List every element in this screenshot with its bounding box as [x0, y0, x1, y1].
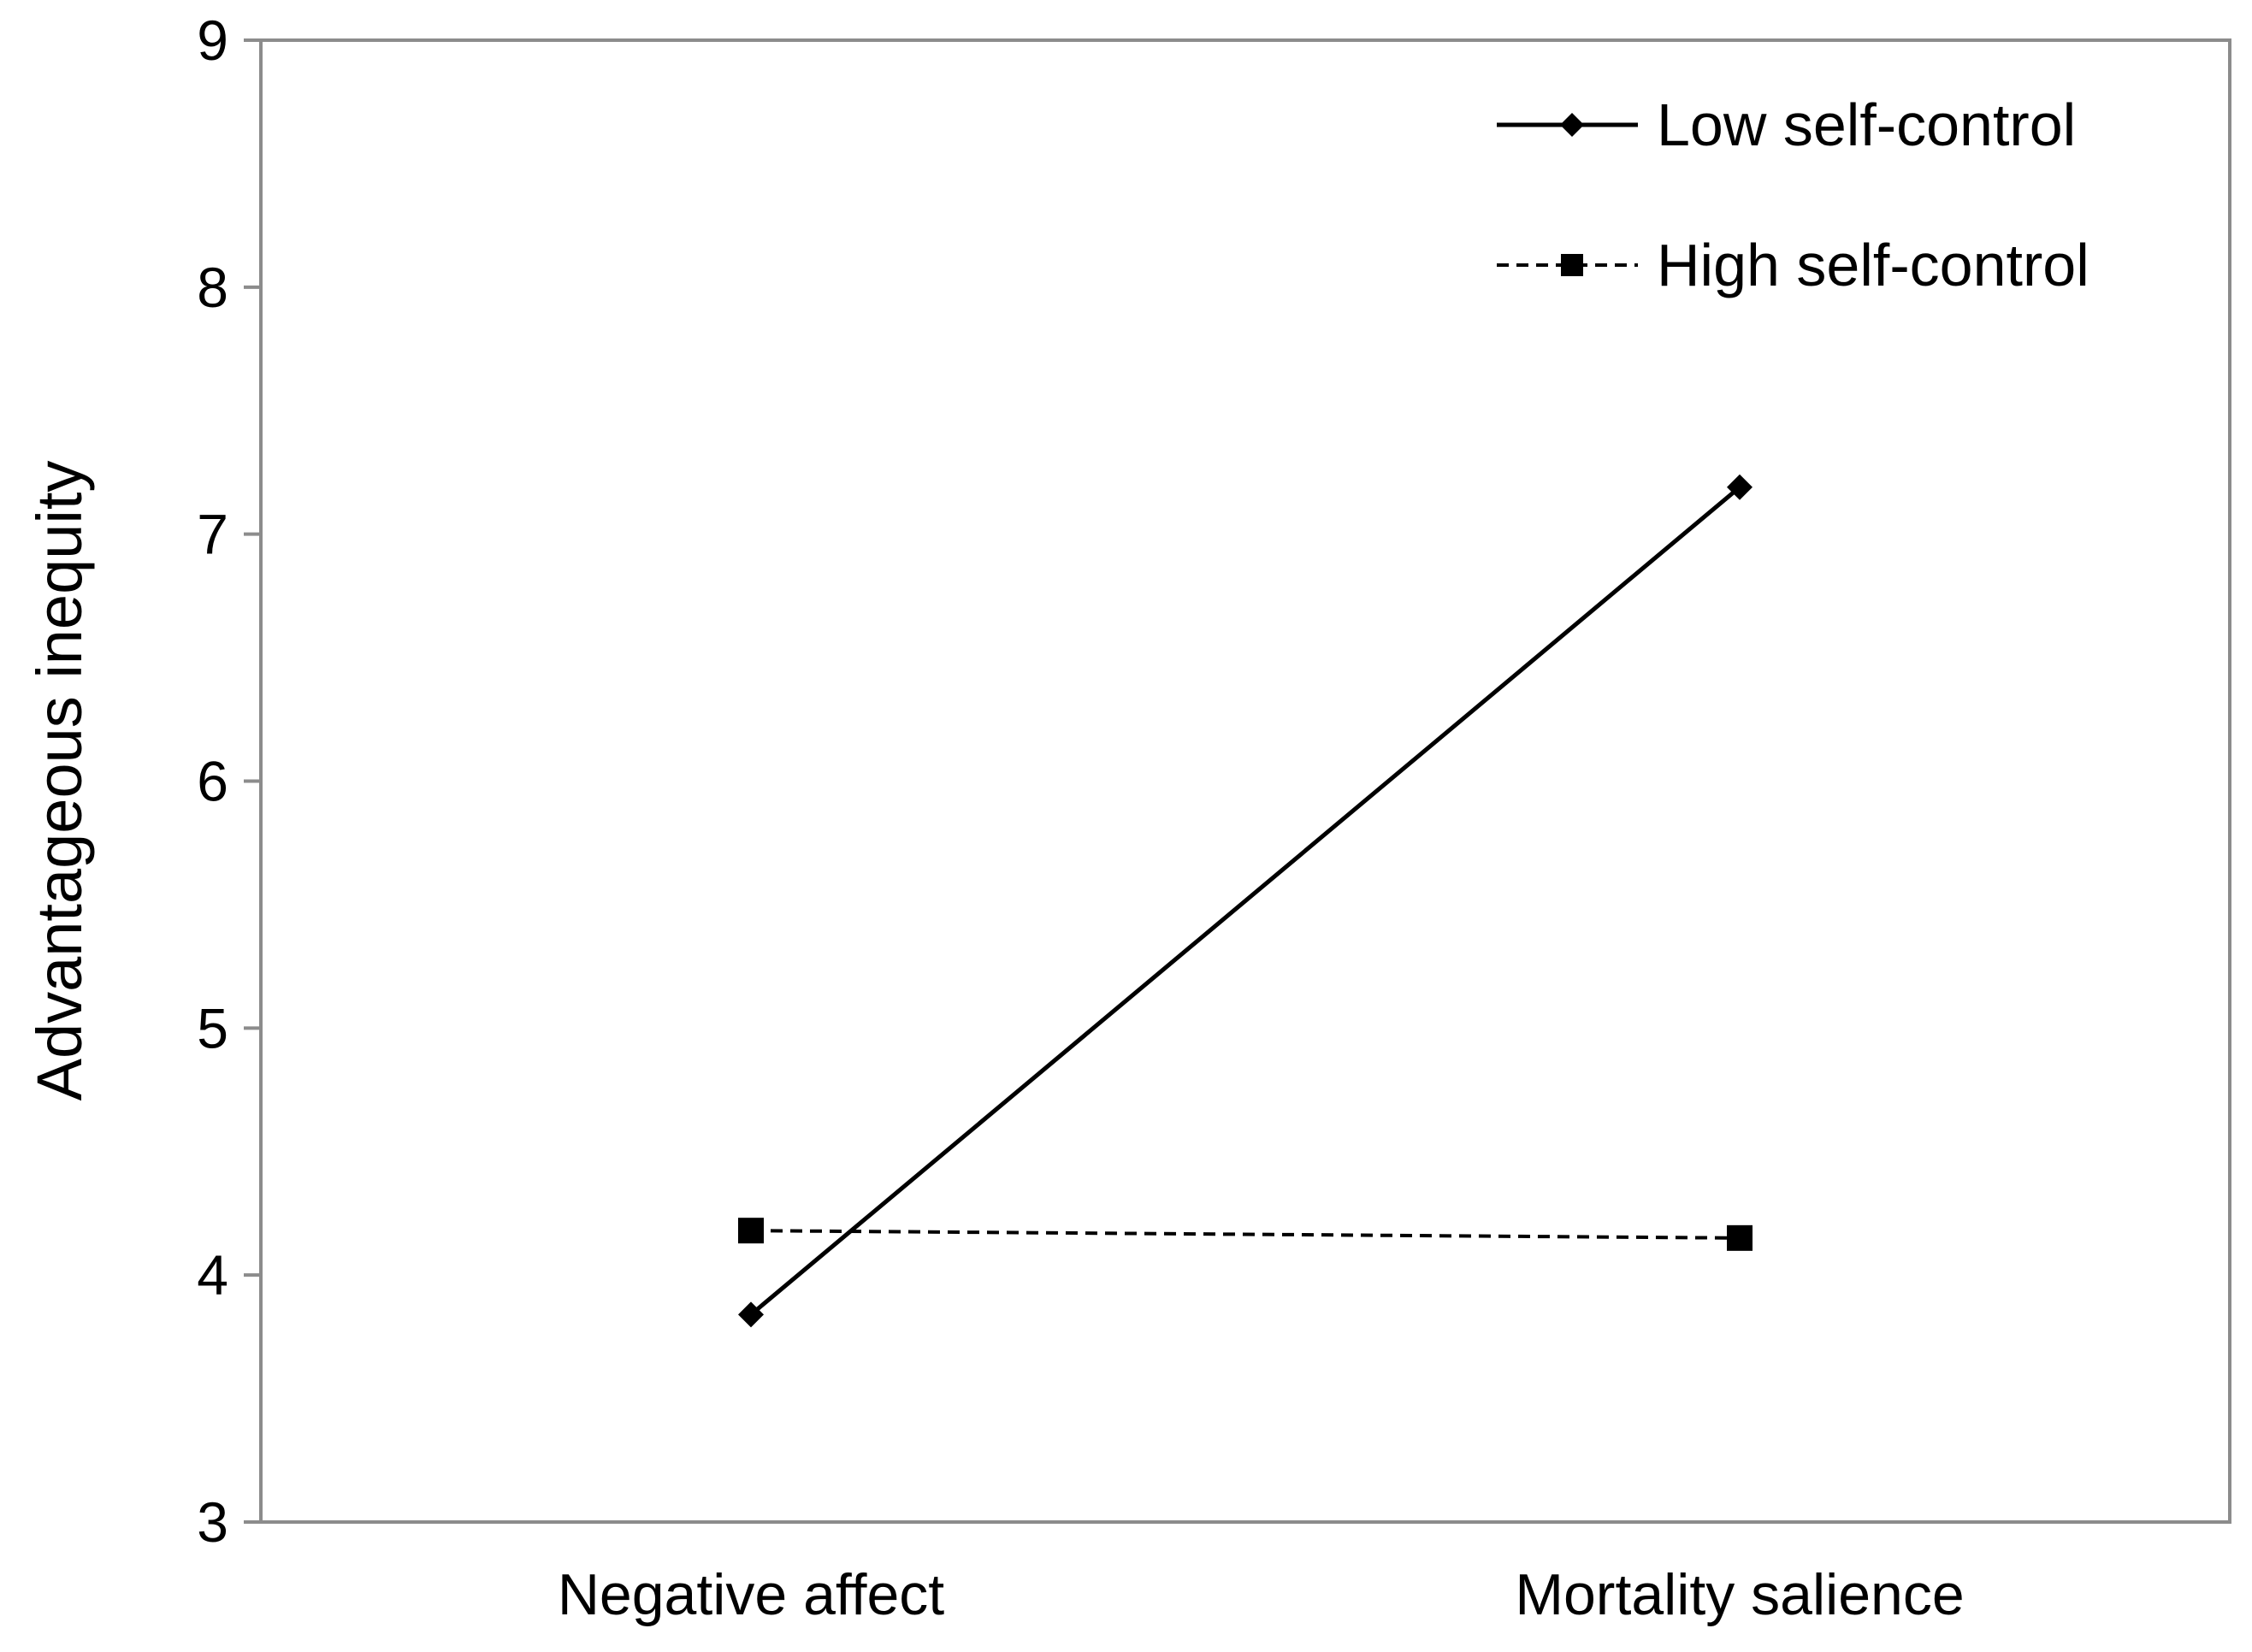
x-category-label: Mortality salience — [1515, 1562, 1964, 1627]
data-point-square — [1727, 1224, 1753, 1251]
data-point-diamond — [1727, 474, 1753, 500]
y-axis-title: Advantageous inequity — [24, 461, 95, 1101]
y-tick-label: 6 — [197, 750, 228, 813]
y-tick-label: 7 — [197, 503, 228, 566]
legend-entry-label: High self-control — [1657, 232, 2089, 298]
series-line-low-self-control — [749, 485, 1741, 1317]
x-category-label: Negative affect — [558, 1562, 944, 1627]
y-tick-label: 5 — [197, 996, 228, 1059]
y-tick-label: 8 — [197, 256, 228, 319]
x-axis-category-labels: Negative affect Mortality salience — [558, 1562, 1965, 1627]
y-tick-label: 9 — [197, 9, 228, 72]
legend: Low self-control High self-control — [1497, 91, 2089, 298]
legend-entry-label: Low self-control — [1657, 91, 2076, 158]
data-point-diamond — [738, 1301, 764, 1328]
legend-square-marker — [1561, 254, 1583, 276]
y-tick-label: 3 — [197, 1490, 228, 1554]
legend-diamond-marker — [1560, 113, 1584, 137]
series-line-high-self-control — [750, 1229, 1741, 1240]
y-tick-label: 4 — [197, 1243, 228, 1307]
series-layer — [738, 474, 1753, 1328]
y-axis-ticks: 3 4 5 6 7 8 9 — [197, 9, 261, 1554]
data-point-square — [738, 1218, 764, 1244]
